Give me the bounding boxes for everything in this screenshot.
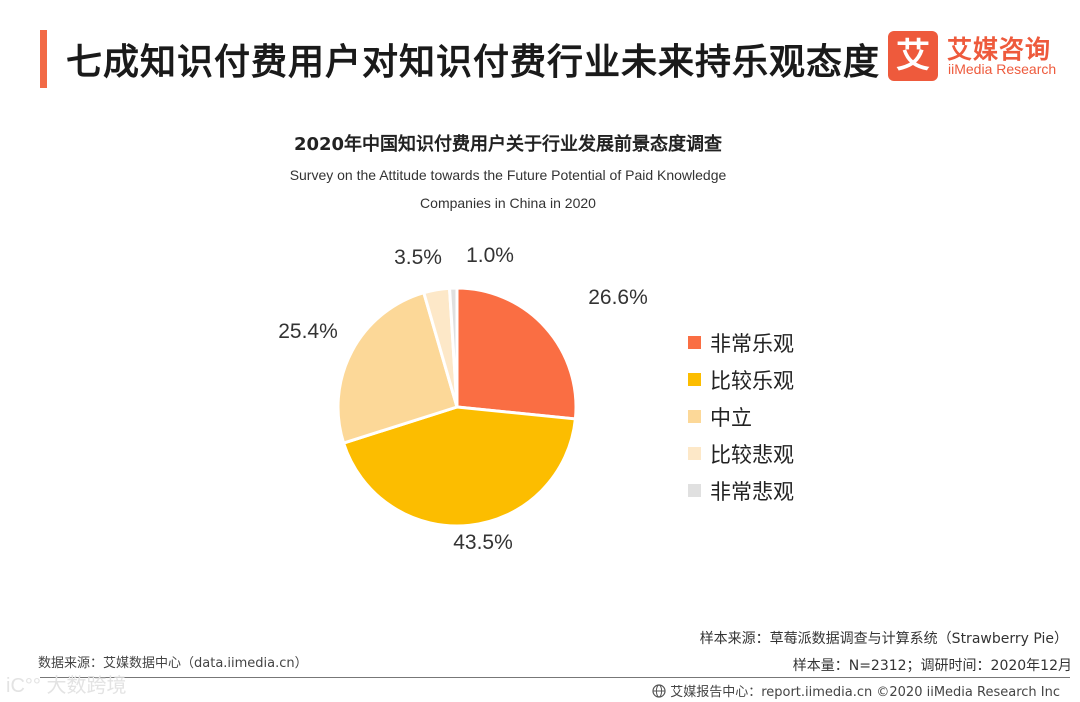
legend-label: 比较乐观 (710, 368, 794, 393)
legend-label: 非常乐观 (710, 331, 794, 356)
legend-swatch (688, 410, 701, 423)
pie-value-label-2: 43.5% (453, 531, 513, 554)
sample-info: 样本量：N=2312；调研时间：2020年12月 (792, 658, 1072, 674)
chart-title: 2020年中国知识付费用户关于行业发展前景态度调查 (293, 134, 723, 155)
legend-swatch (688, 373, 701, 386)
watermark: iC°° 大数跨境 (6, 675, 127, 697)
globe-icon (652, 683, 666, 698)
page-title: 七成知识付费用户对知识付费行业未来持乐观态度 (66, 42, 881, 83)
pie-slice-5 (447, 286, 459, 408)
pie-slice-1 (455, 286, 578, 421)
pie-value-label-5: 1.0% (466, 244, 514, 267)
footer-divider (40, 677, 1070, 678)
legend-item-5: 非常悲观 (688, 472, 794, 509)
chart-legend: 非常乐观比较乐观中立比较悲观非常悲观 (688, 324, 794, 509)
legend-item-4: 比较悲观 (688, 435, 794, 472)
chart-subtitle-line1: Survey on the Attitude towards the Futur… (289, 167, 727, 183)
legend-item-2: 比较乐观 (688, 361, 794, 398)
legend-swatch (688, 447, 701, 460)
pie-slice-3 (336, 290, 459, 445)
legend-label: 比较悲观 (710, 442, 794, 467)
pie-value-label-1: 26.6% (588, 286, 648, 309)
report-center: 艾媒报告中心：report.iimedia.cn ©2020 iiMedia R… (652, 681, 1060, 700)
sample-source: 样本来源：草莓派数据调查与计算系统（Strawberry Pie） (699, 631, 1068, 647)
pie-slice-2 (341, 405, 578, 528)
legend-label: 中立 (710, 405, 752, 430)
legend-item-3: 中立 (688, 398, 794, 435)
report-center-text: 艾媒报告中心：report.iimedia.cn ©2020 iiMedia R… (670, 685, 1060, 700)
pie-chart: 26.6% 43.5% 25.4% 3.5% 1.0% (278, 244, 648, 554)
pie-value-label-3: 25.4% (278, 320, 338, 343)
pie-value-label-4: 3.5% (394, 246, 442, 269)
chart-subtitle-line2: Companies in China in 2020 (420, 195, 596, 211)
title-accent-bar (40, 30, 47, 88)
legend-label: 非常悲观 (710, 479, 794, 504)
legend-item-1: 非常乐观 (688, 324, 794, 361)
legend-swatch (688, 484, 701, 497)
iimedia-logo: 艾 艾媒咨询 iiMedia Research (888, 31, 1058, 83)
data-source: 数据来源：艾媒数据中心（data.iimedia.cn） (38, 656, 308, 671)
logo-name-cn: 艾媒咨询 (947, 35, 1052, 64)
legend-swatch (688, 336, 701, 349)
logo-mark-icon: 艾 (888, 31, 938, 81)
logo-name-en: iiMedia Research (948, 61, 1057, 77)
chart-subtitle: Survey on the Attitude towards the Futur… (258, 161, 758, 217)
